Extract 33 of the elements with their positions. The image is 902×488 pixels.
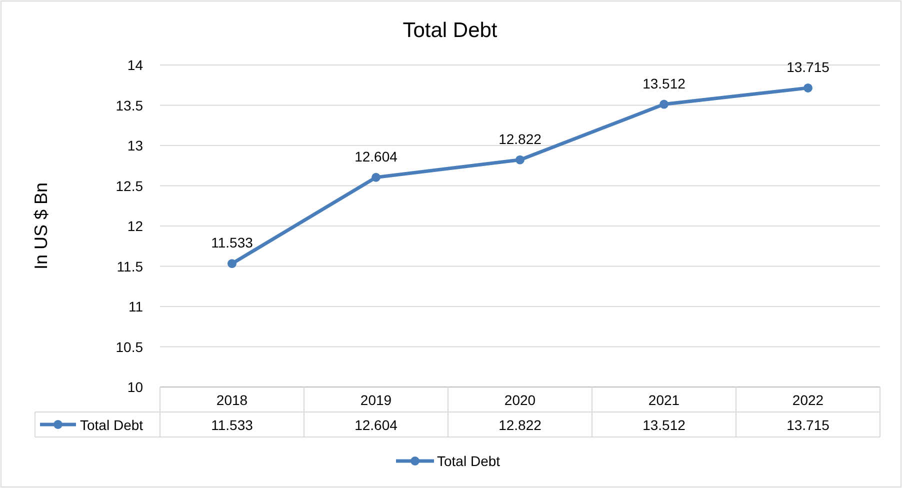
y-tick-label: 10.5 (116, 338, 144, 355)
x-tick-label: 2021 (648, 392, 680, 408)
y-tick-label: 13 (127, 138, 144, 154)
point (660, 100, 668, 109)
annotation: 12.604 (354, 148, 398, 164)
y-tick-label: 11 (128, 298, 144, 314)
legend-label: Total Debt (80, 417, 144, 433)
point (516, 155, 524, 164)
text: Total Debt (437, 453, 500, 469)
y-tick-label: 13.5 (116, 97, 144, 114)
x-tick-label: 2020 (504, 392, 536, 408)
data-label: 12.822 (498, 417, 542, 433)
data-label: 13.715 (786, 417, 830, 433)
data-label: 12.604 (354, 417, 398, 433)
y-tick-label: 12 (127, 218, 144, 234)
annotation: 13.512 (642, 75, 686, 92)
y-tick-label: 12.5 (116, 178, 144, 194)
data-label: 13.512 (642, 417, 686, 433)
annotation: 11.533 (211, 234, 254, 251)
x-tick-label: 2019 (360, 392, 392, 408)
point (228, 259, 236, 268)
point (372, 172, 380, 182)
y-axis-title: In US $ Bn (31, 182, 51, 270)
y-tick-label: 11.5 (116, 258, 144, 274)
annotation: 12.822 (498, 130, 542, 147)
y-tick-label: 14 (127, 57, 144, 73)
annotation: 13.715 (786, 58, 830, 75)
chart-title: Total Debt (402, 19, 498, 42)
y-tick-label: 10 (127, 379, 144, 395)
x-tick-label: 2022 (792, 392, 824, 408)
data-label: 11.533 (211, 417, 254, 433)
point (804, 83, 812, 92)
x-tick-label: 2018 (216, 392, 248, 408)
